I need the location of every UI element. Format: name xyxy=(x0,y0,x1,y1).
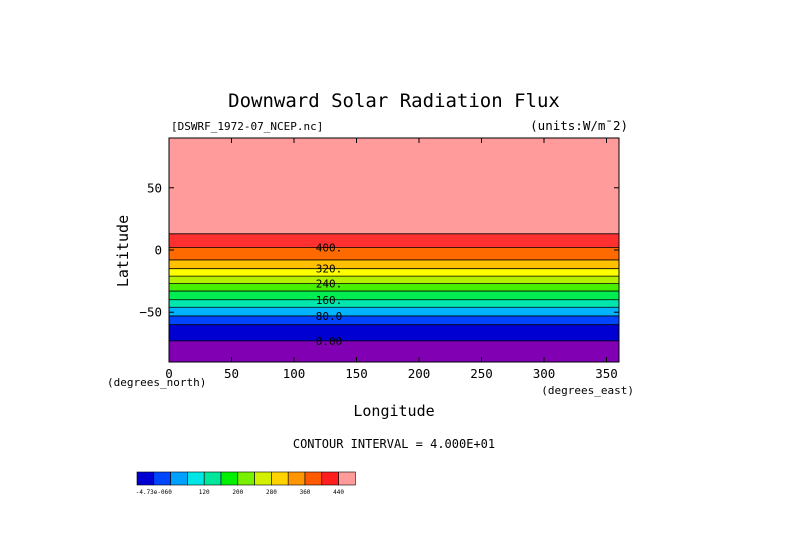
x-unit-label: (degrees_east) xyxy=(541,384,634,397)
colorbar-swatch xyxy=(287,471,306,486)
contour-band xyxy=(169,247,619,260)
colorbar-swatch xyxy=(187,471,205,486)
colorbar-swatch xyxy=(237,471,255,486)
x-axis-label: Longitude xyxy=(353,402,434,420)
x-tick-label: 250 xyxy=(470,366,493,381)
y-axis-ticks: 50 0 −50 xyxy=(139,180,619,320)
colorbar-swatch xyxy=(254,471,272,486)
contour-band xyxy=(169,291,619,300)
colorbar-swatch xyxy=(203,471,222,486)
x-tick-label: 100 xyxy=(283,366,306,381)
y-tick-label: −50 xyxy=(139,305,162,320)
x-tick-label: 50 xyxy=(224,366,239,381)
contour-lines xyxy=(169,233,619,342)
x-tick-label: 200 xyxy=(408,366,431,381)
file-label: [DSWRF_1972-07_NCEP.nc] xyxy=(171,120,323,133)
contour-band xyxy=(169,138,619,234)
colorbar-label: 440 xyxy=(333,489,344,496)
contour-band xyxy=(169,283,619,292)
colorbar-labels: -4.73e-060 120 200 280 360 440 xyxy=(136,489,345,496)
contour-label: 320. xyxy=(316,263,343,276)
colorbar-swatch xyxy=(321,471,339,486)
colorbar-label: 360 xyxy=(300,489,311,496)
plot-area xyxy=(169,138,619,362)
contour-band xyxy=(169,268,619,277)
contour-label: 80.0 xyxy=(316,310,343,323)
colorbar-swatch xyxy=(170,471,188,486)
colorbar-swatch xyxy=(304,471,323,486)
colorbar-swatch xyxy=(338,471,356,486)
contour-label: 160. xyxy=(316,294,343,307)
colorbar-label: -4.73e-060 xyxy=(136,489,173,496)
contour-band xyxy=(169,307,619,316)
y-axis-label: Latitude xyxy=(114,215,132,287)
x-axis-ticks: 0 50 100 150 200 250 300 350 xyxy=(165,138,618,381)
contour-label: 400. xyxy=(316,242,343,255)
units-label: (units:W/m¯2) xyxy=(530,118,628,133)
colorbar-swatch xyxy=(136,471,155,486)
contour-band xyxy=(169,324,619,341)
contour-band xyxy=(169,340,619,362)
y-tick-label: 0 xyxy=(154,243,162,258)
x-tick-label: 150 xyxy=(345,366,368,381)
colorbar-label: 120 xyxy=(199,489,210,496)
contour-band xyxy=(169,315,619,325)
x-tick-label: 300 xyxy=(533,366,556,381)
x-tick-label: 350 xyxy=(595,366,618,381)
contour-band xyxy=(169,259,619,269)
y-tick-label: 50 xyxy=(147,180,162,195)
chart-title: Downward Solar Radiation Flux xyxy=(228,90,560,112)
contour-band xyxy=(169,276,619,284)
contour-label: 0.00 xyxy=(316,335,343,348)
contour-labels: 400. 320. 240. 160. 80.0 0.00 xyxy=(316,242,343,348)
colorbar-swatch xyxy=(220,471,239,486)
y-unit-label: (degrees_north) xyxy=(107,376,206,389)
x-tick-label: 0 xyxy=(165,366,173,381)
colorbar-swatch xyxy=(271,471,289,486)
contour-band xyxy=(169,299,619,308)
contour-label: 240. xyxy=(316,278,343,291)
colorbar-label: 280 xyxy=(266,489,277,496)
colorbar-swatch xyxy=(153,471,171,486)
colorbar xyxy=(136,471,356,486)
contour-band xyxy=(169,233,619,248)
contour-interval: CONTOUR INTERVAL = 4.000E+01 xyxy=(293,437,495,451)
colorbar-label: 200 xyxy=(232,489,243,496)
